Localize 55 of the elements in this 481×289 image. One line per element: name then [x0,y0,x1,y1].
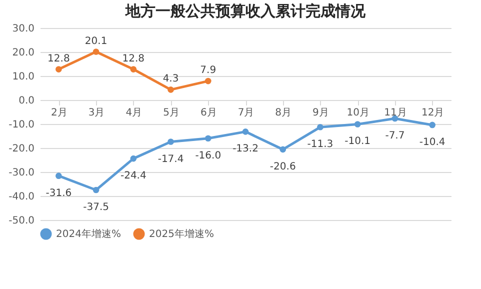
point [242,128,249,135]
x-tick-label: 8月 [275,108,292,118]
data-label: -10.1 [344,136,371,148]
data-label: -11.3 [307,139,334,150]
data-label: 20.1 [84,36,108,47]
point [130,66,137,72]
y-tick-label: -40.0 [8,192,34,202]
x-tick-label: 4月 [126,108,142,118]
x-tick-label: 3月 [88,108,105,118]
x-tick-label: 5月 [163,108,180,118]
y-tick-label: -10.0 [8,120,34,130]
data-label: 4.3 [162,74,179,85]
point [92,48,100,55]
x-tick-label: 11月 [384,108,407,118]
data-label: -20.6 [270,161,296,172]
point [392,115,398,122]
point [92,186,100,194]
data-label: -31.6 [46,188,72,199]
y-tick-label: 30.0 [12,24,34,34]
y-tick-label: 10.0 [12,72,34,82]
x-tick-label: 9月 [312,108,329,118]
x-tick-label: 7月 [238,108,254,118]
point [354,121,361,128]
point [280,146,286,153]
y-tick-label: -30.0 [8,168,34,178]
chart-title: 地方一般公共预算收入累计完成情况 [124,2,366,20]
data-label: -16.0 [195,150,222,162]
data-label: -7.7 [385,130,405,142]
y-tick-label: -50.0 [8,216,34,226]
y-tick-label: 0.0 [18,96,34,106]
data-label: -17.4 [158,154,184,165]
point [130,155,137,162]
y-tick-label: 20.0 [12,48,34,58]
point [429,122,436,128]
point [168,138,174,145]
data-label: -13.2 [232,144,258,155]
point [168,86,174,93]
y-tick-label: -20.0 [8,144,34,154]
x-tick-label: 6月 [200,108,217,118]
legend-label: 2024年增速% [56,228,121,240]
point [56,66,62,72]
data-label: -10.4 [419,136,446,148]
data-label: 12.8 [122,53,145,64]
point [204,78,212,84]
x-tick-label: 12月 [421,108,444,118]
data-label: 12.8 [48,53,70,64]
legend-label: 2025年增速% [149,228,214,240]
point [56,172,62,179]
data-label: -37.5 [83,202,109,213]
x-tick-label: 10月 [346,108,370,118]
point [204,135,212,142]
data-label: -24.4 [120,170,146,182]
x-tick-label: 2月 [50,108,68,118]
data-label: 7.9 [200,65,216,76]
point [317,124,324,130]
